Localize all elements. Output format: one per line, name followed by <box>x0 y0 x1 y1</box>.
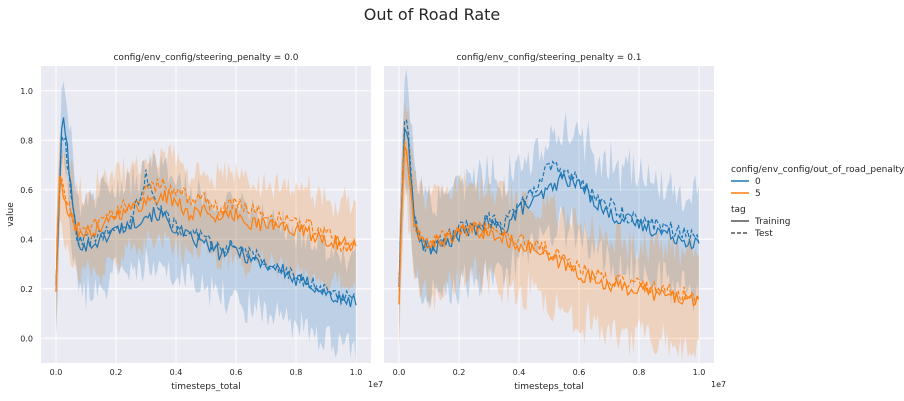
facet-panel: 0.0 0.2 0.4 0.6 0.8 1.0 config/env_config/stee… <box>384 53 726 392</box>
y-tick-label: 0.4 <box>20 235 33 244</box>
legend-hue-title: config/env_config/out_of_road_penalty <box>731 165 904 175</box>
x-tick-label: 0.4 <box>513 368 526 377</box>
x-tick-label: 0.2 <box>453 368 466 377</box>
x-tick-label: 0.0 <box>393 368 406 377</box>
series-group <box>55 81 357 363</box>
series-line-0-training <box>398 126 700 288</box>
x-tick-label: 1.0 <box>350 368 363 377</box>
x-tick-label: 0.4 <box>170 368 183 377</box>
x-tick-label: 0.2 <box>110 368 123 377</box>
series-group <box>398 68 700 361</box>
figure-title: Out of Road Rate <box>364 5 501 24</box>
x-tick-label: 0.8 <box>633 368 646 377</box>
plot-area <box>384 66 714 363</box>
legend-style-title: tag <box>731 205 746 215</box>
y-tick-label: 1.0 <box>20 87 33 96</box>
x-axis-label: timesteps_total <box>514 382 584 392</box>
y-tick-label: 0.0 <box>20 334 33 343</box>
x-scale-label: 1e7 <box>711 380 726 389</box>
confidence-band-5 <box>399 101 699 361</box>
legend-entry-0: 0 <box>755 177 761 187</box>
y-tick-label: 0.6 <box>20 186 33 195</box>
facet-panels: 0.0 0.2 0.4 0.6 0.8 1.0 0.0 0.2 0.4 0.6 0.8 1.0 conf… <box>6 53 726 392</box>
x-tick-label: 0.6 <box>573 368 586 377</box>
facet-title: config/env_config/steering_penalty = 0.1 <box>456 53 641 63</box>
series-line-5-training <box>398 148 700 307</box>
plot-area <box>41 66 371 363</box>
series-line-0-test <box>55 135 357 306</box>
facet-panel: 0.0 0.2 0.4 0.6 0.8 1.0 0.0 0.2 0.4 0.6 0.8 1.0 conf… <box>6 53 383 392</box>
series-line-5-test <box>398 141 700 305</box>
x-tick-label: 0.6 <box>230 368 243 377</box>
facet-title: config/env_config/steering_penalty = 0.0 <box>113 53 298 63</box>
x-tick-label: 1.0 <box>693 368 706 377</box>
legend-entry-test: Test <box>754 229 773 239</box>
confidence-band-5 <box>56 131 356 337</box>
series-line-0-training <box>55 117 357 308</box>
series-line-5-test <box>55 177 357 293</box>
y-axis-label: value <box>6 202 16 227</box>
x-tick-label: 0.8 <box>290 368 303 377</box>
legend-entry-5: 5 <box>755 189 761 199</box>
confidence-band-0 <box>56 81 356 363</box>
y-tick-label: 0.2 <box>20 285 33 294</box>
x-tick-label: 0.0 <box>50 368 63 377</box>
confidence-band-0 <box>399 68 699 341</box>
legend-entry-training: Training <box>754 217 791 227</box>
y-tick-label: 0.8 <box>20 136 33 145</box>
x-axis-label: timesteps_total <box>171 382 241 392</box>
series-line-5-training <box>55 175 357 293</box>
x-scale-label: 1e7 <box>368 380 383 389</box>
legend: config/env_config/out_of_road_penalty 0 5t… <box>731 165 904 239</box>
